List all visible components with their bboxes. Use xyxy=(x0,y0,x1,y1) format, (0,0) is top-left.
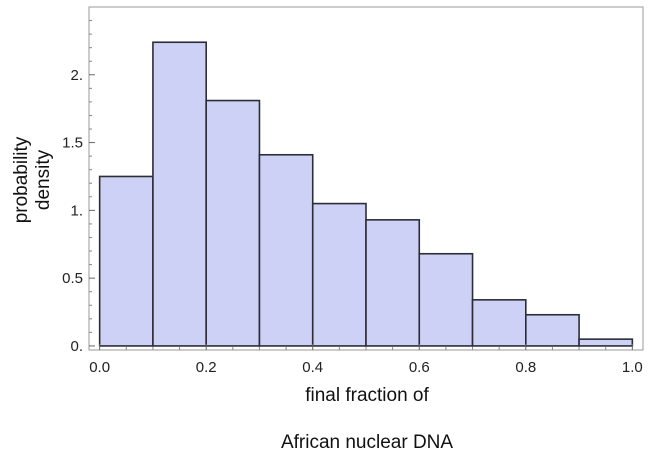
histogram-bar-5 xyxy=(365,219,421,347)
histogram-bar-0 xyxy=(98,175,154,347)
x-tick-label-3: 0.6 xyxy=(409,359,430,376)
y-axis-label-line2: density xyxy=(33,149,54,210)
x-tick-label-2: 0.4 xyxy=(302,359,323,376)
y-tick-label-0: 0. xyxy=(70,338,83,355)
histogram-bar-9 xyxy=(578,338,634,347)
x-axis-ticks: 0.0 0.2 0.4 0.6 0.8 1.0 xyxy=(89,344,643,376)
x-tick-label-0: 0.0 xyxy=(89,359,110,376)
y-tick-label-2: 1. xyxy=(70,202,83,219)
histogram-bars xyxy=(98,41,634,347)
histogram-bar-2 xyxy=(205,99,261,347)
y-tick-label-3: 1.5 xyxy=(62,135,83,152)
histogram-bar-6 xyxy=(418,252,474,347)
histogram-bar-1 xyxy=(152,41,207,347)
x-tick-label-1: 0.2 xyxy=(196,359,217,376)
x-tick-label-5: 1.0 xyxy=(622,359,643,376)
x-axis-label-line1: final fraction of xyxy=(305,385,429,406)
x-axis-label-line2: African nuclear DNA xyxy=(281,432,453,453)
x-tick-label-4: 0.8 xyxy=(515,359,536,376)
y-axis-ticks: 0. 0.5 1. 1.5 2. xyxy=(62,20,95,355)
y-axis-label-line1: probability xyxy=(11,136,32,223)
histogram-bar-4 xyxy=(311,202,367,347)
y-tick-label-1: 0.5 xyxy=(62,270,83,287)
y-tick-label-4: 2. xyxy=(70,67,83,84)
histogram-bar-8 xyxy=(525,313,580,347)
histogram-bar-7 xyxy=(471,299,527,347)
histogram-bar-3 xyxy=(258,153,314,347)
